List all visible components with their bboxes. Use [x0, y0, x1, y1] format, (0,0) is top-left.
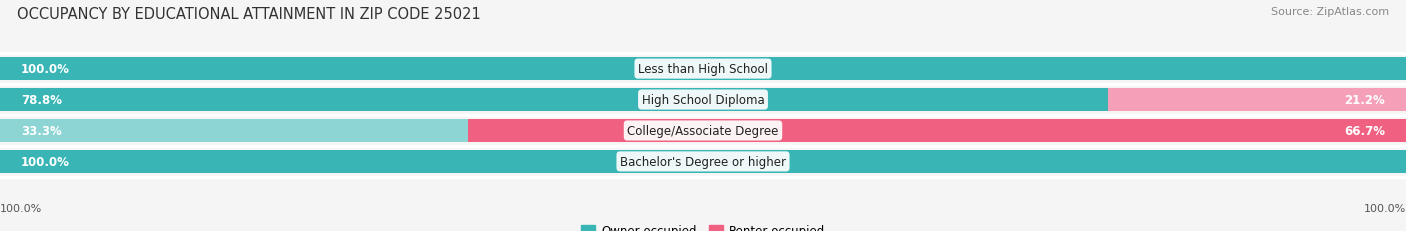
Text: 78.8%: 78.8%: [21, 94, 62, 106]
Text: Bachelor's Degree or higher: Bachelor's Degree or higher: [620, 155, 786, 168]
Text: 100.0%: 100.0%: [1364, 204, 1406, 213]
Text: High School Diploma: High School Diploma: [641, 94, 765, 106]
Bar: [468, 120, 1406, 142]
Text: Less than High School: Less than High School: [638, 63, 768, 76]
Bar: [0, 120, 1406, 142]
Text: OCCUPANCY BY EDUCATIONAL ATTAINMENT IN ZIP CODE 25021: OCCUPANCY BY EDUCATIONAL ATTAINMENT IN Z…: [17, 7, 481, 22]
Text: 100.0%: 100.0%: [0, 204, 42, 213]
Bar: [0, 89, 1108, 111]
Text: 100.0%: 100.0%: [21, 155, 70, 168]
Bar: [0, 151, 1406, 173]
Bar: [0, 120, 468, 142]
Text: 66.7%: 66.7%: [1344, 125, 1385, 137]
Text: College/Associate Degree: College/Associate Degree: [627, 125, 779, 137]
Text: 21.2%: 21.2%: [1344, 94, 1385, 106]
Text: Source: ZipAtlas.com: Source: ZipAtlas.com: [1271, 7, 1389, 17]
Bar: [0, 151, 1406, 173]
Legend: Owner-occupied, Renter-occupied: Owner-occupied, Renter-occupied: [576, 219, 830, 231]
Bar: [1108, 89, 1406, 111]
Bar: [0, 58, 1406, 80]
Text: 33.3%: 33.3%: [21, 125, 62, 137]
Text: 100.0%: 100.0%: [21, 63, 70, 76]
Bar: [0, 58, 1406, 80]
Bar: [0, 89, 1406, 111]
